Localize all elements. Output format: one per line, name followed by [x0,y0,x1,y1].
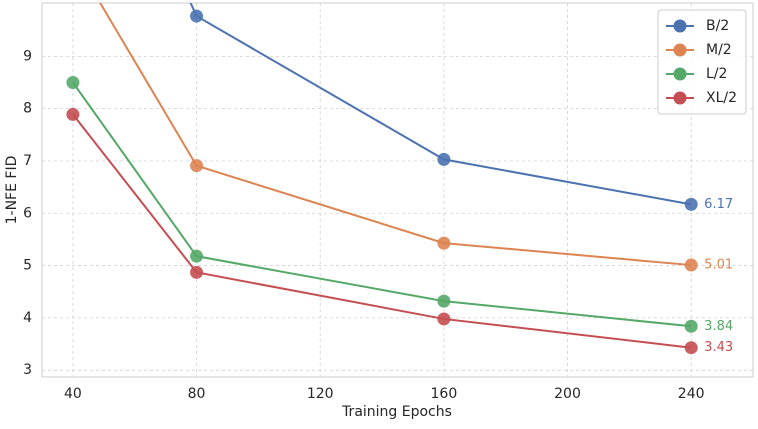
legend-marker [673,43,687,57]
point [66,76,80,90]
series-line [99,3,692,267]
point [190,159,204,173]
point [437,294,451,308]
data-label: 5.01 [704,258,733,273]
y-tick-label: 5 [23,258,32,274]
legend-box [657,9,747,115]
point [190,265,204,279]
point [190,249,204,263]
legend-label: XL/2 [706,90,737,106]
x-tick-label: 120 [307,386,334,402]
data-label: 3.43 [704,340,733,355]
point [684,197,698,211]
legend-marker [673,19,687,33]
point [190,9,204,23]
point [684,319,698,333]
point [684,341,698,355]
legend-marker [673,67,687,81]
x-axis-label: Training Epochs [341,404,452,420]
legend-label: L/2 [706,66,727,82]
y-tick-label: 6 [23,205,32,221]
point [437,236,451,250]
legend-label: M/2 [706,42,732,58]
data-label: 3.84 [704,319,733,334]
y-axis-label: 1-NFE FID [4,156,20,225]
data-label: 6.17 [704,197,733,212]
x-tick-label: 40 [64,386,82,402]
y-tick-label: 4 [23,310,32,326]
point [684,258,698,272]
legend-marker [673,91,687,105]
y-tick-label: 8 [23,101,32,117]
y-tick-label: 7 [23,153,32,169]
x-tick-label: 240 [678,386,705,402]
plot-area [41,2,754,378]
x-tick-label: 80 [188,386,206,402]
y-tick-label: 3 [23,362,32,378]
series-line [72,113,692,349]
point [66,107,80,121]
point [437,152,451,166]
series-line [189,3,692,206]
plot-content [66,3,698,355]
x-tick-label: 200 [554,386,581,402]
point [437,312,451,326]
series-line [72,81,692,328]
y-tick-label: 9 [23,48,32,64]
x-tick-label: 160 [431,386,458,402]
legend-label: B/2 [706,18,729,34]
